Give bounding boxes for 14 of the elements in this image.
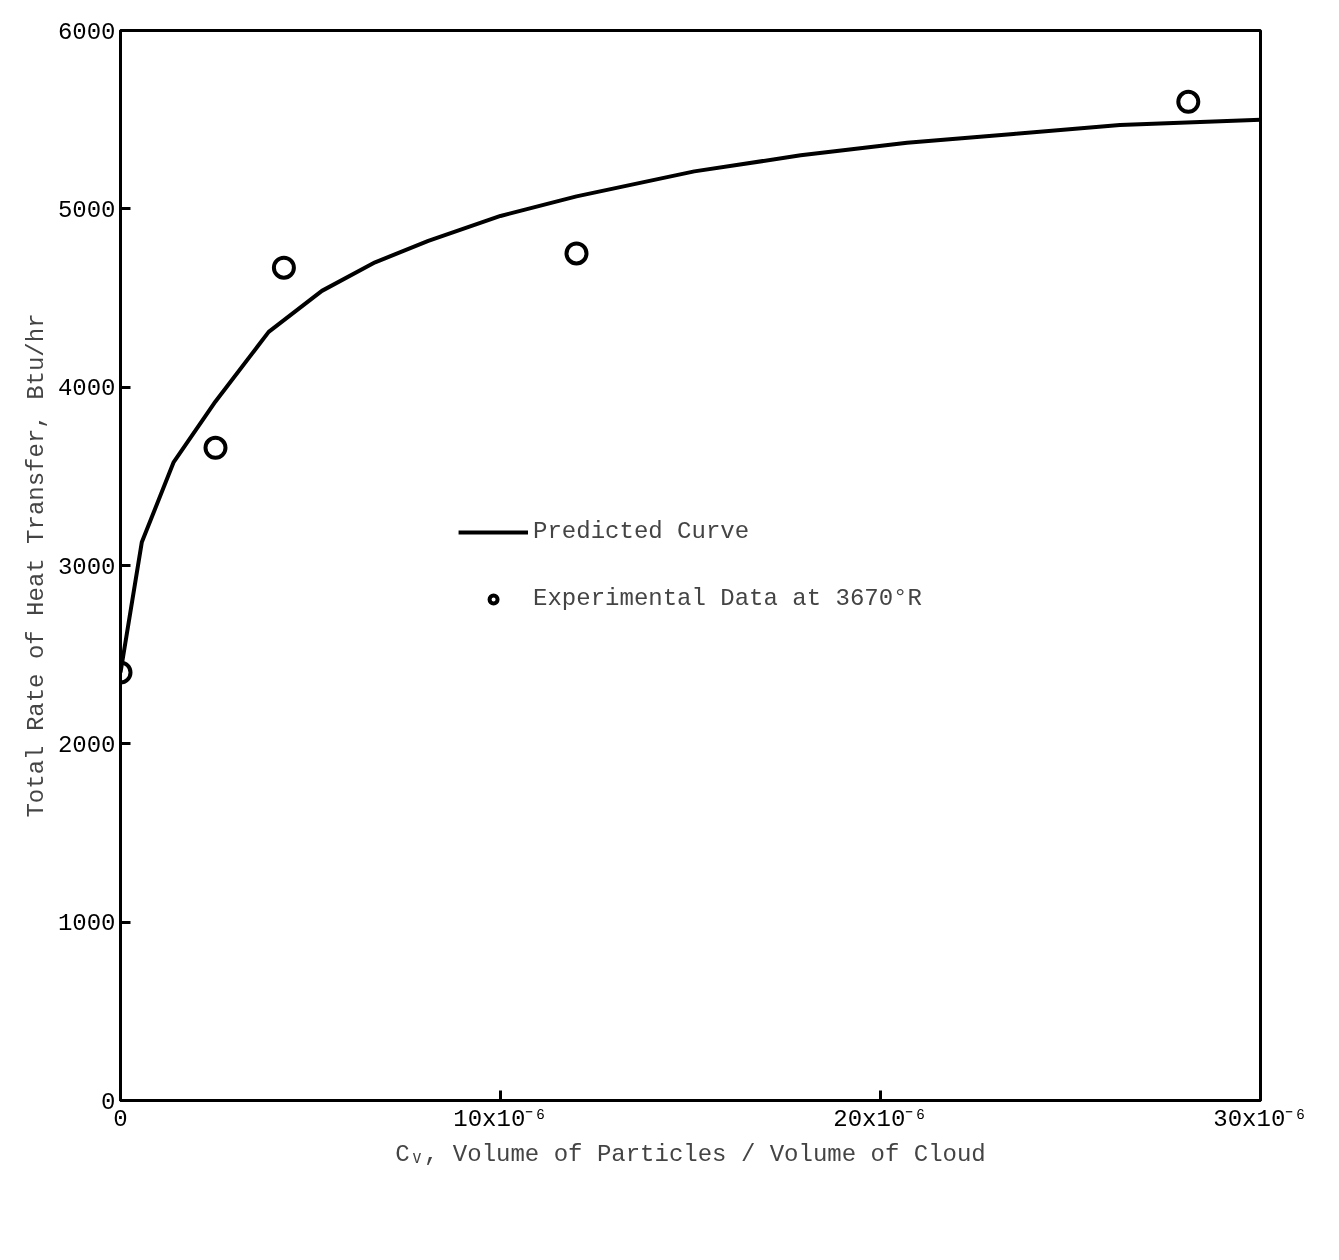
- y-tick-label: 3000: [57, 553, 116, 581]
- y-tick-label: 5000: [57, 196, 116, 224]
- y-axis-title: Total Rate of Heat Transfer, Btu/hr: [22, 313, 50, 818]
- y-tick-label: 4000: [57, 375, 116, 403]
- legend-label: Predicted Curve: [533, 518, 750, 545]
- x-tick-label: 30x10⁻⁶: [1213, 1105, 1308, 1133]
- y-tick-label: 1000: [57, 910, 116, 938]
- y-tick-label: 2000: [57, 731, 116, 759]
- y-tick-label: 6000: [57, 18, 116, 46]
- y-tick-label: 0: [101, 1088, 116, 1116]
- legend-label: Experimental Data at 3670°R: [533, 585, 922, 612]
- x-axis-title: Cᵥ, Volume of Particles / Volume of Cloud: [395, 1140, 986, 1168]
- x-tick-label: 20x10⁻⁶: [833, 1105, 928, 1133]
- x-tick-label: 10x10⁻⁶: [453, 1105, 548, 1133]
